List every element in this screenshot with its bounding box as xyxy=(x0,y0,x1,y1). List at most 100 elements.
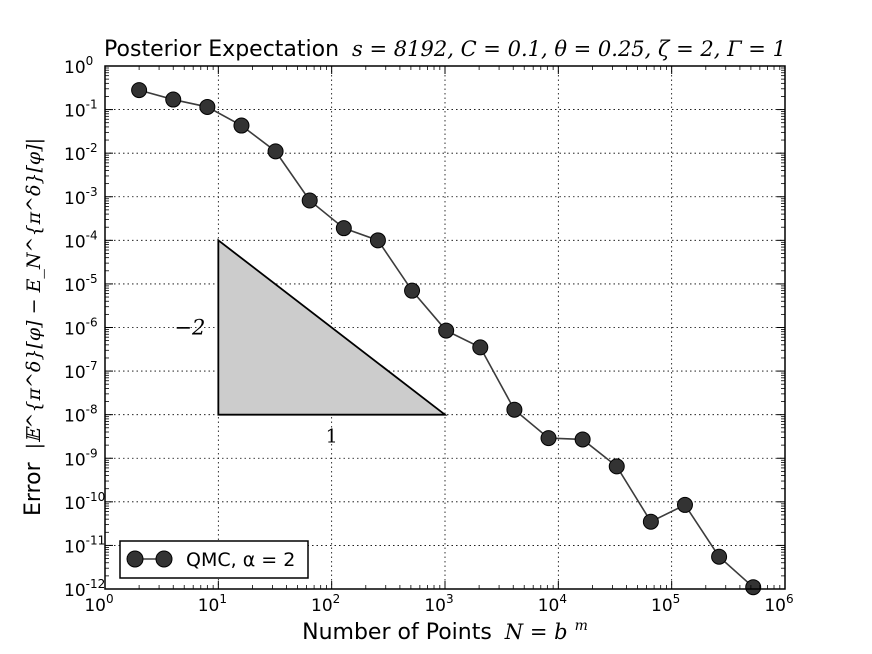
data-point xyxy=(335,220,352,237)
y-tick-label-base: 10 xyxy=(64,537,86,557)
x-tick-label-base: 10 xyxy=(311,596,333,616)
data-point xyxy=(199,98,216,115)
y-tick-label-exp: -9 xyxy=(86,446,98,460)
y-tick-label: 10-3 xyxy=(64,185,98,209)
x-axis-label: Number of Points N = b m xyxy=(302,618,588,645)
y-tick-label-exp: -3 xyxy=(86,185,98,199)
data-point xyxy=(540,430,557,447)
legend-marker-right xyxy=(155,550,173,568)
y-tick-label-exp: 0 xyxy=(86,54,94,68)
x-tick-label: 103 xyxy=(424,592,453,616)
y-tick-labels: 10010-110-210-310-410-510-610-710-810-91… xyxy=(64,54,105,601)
y-tick-label: 10-10 xyxy=(64,490,105,514)
y-tick-label-exp: -8 xyxy=(86,403,98,417)
y-tick-label: 10-12 xyxy=(64,577,105,601)
y-axis-label-text: Error xyxy=(21,461,46,516)
y-axis-label: Error |𝔼^{π^δ}[φ] − E_N^{π^δ}[φ]| xyxy=(21,138,46,516)
y-tick-label: 10-11 xyxy=(64,533,105,557)
data-point xyxy=(369,232,386,249)
y-tick-label-exp: -7 xyxy=(86,359,98,373)
y-tick-label-base: 10 xyxy=(64,232,86,252)
y-tick-label-exp: -11 xyxy=(86,533,106,547)
y-tick-label: 10-5 xyxy=(64,272,98,296)
x-tick-label: 101 xyxy=(198,592,227,616)
x-tick-label-base: 10 xyxy=(84,596,106,616)
y-tick-label: 10-6 xyxy=(64,316,98,340)
y-tick-label: 10-2 xyxy=(64,141,98,165)
data-point xyxy=(233,117,250,134)
x-tick-label-base: 10 xyxy=(538,596,560,616)
x-tick-label-base: 10 xyxy=(651,596,673,616)
data-point xyxy=(472,339,489,356)
data-point xyxy=(506,401,523,418)
chart-title: Posterior Expectation s = 8192, C = 0.1,… xyxy=(104,37,786,62)
y-tick-label-base: 10 xyxy=(64,363,86,383)
x-tick-label-base: 10 xyxy=(764,596,786,616)
x-tick-label-exp: 2 xyxy=(333,592,341,606)
slope-triangle xyxy=(217,238,448,416)
x-axis-label-math-sup: m xyxy=(575,618,588,634)
y-tick-label-base: 10 xyxy=(64,494,86,514)
y-tick-label-base: 10 xyxy=(64,320,86,340)
data-point xyxy=(131,82,148,99)
data-point xyxy=(301,192,318,209)
y-tick-label-exp: -2 xyxy=(86,141,98,155)
x-tick-label-base: 10 xyxy=(198,596,220,616)
y-tick-label-base: 10 xyxy=(64,276,86,296)
x-tick-label-exp: 4 xyxy=(559,592,567,606)
y-tick-label-exp: -10 xyxy=(86,490,106,504)
y-tick-label: 10-4 xyxy=(64,228,98,252)
x-tick-label: 105 xyxy=(651,592,680,616)
y-tick-label-exp: -4 xyxy=(86,228,98,242)
y-tick-label-exp: -6 xyxy=(86,316,98,330)
x-tick-labels: 100 101 102 103 104 105 106 xyxy=(84,592,793,616)
x-tick-label-base: 10 xyxy=(424,596,446,616)
data-point xyxy=(711,548,728,565)
y-tick-label: 10-9 xyxy=(64,446,98,470)
y-tick-label: 100 xyxy=(64,54,93,78)
legend-label: QMC, α = 2 xyxy=(186,549,295,571)
legend: QMC, α = 2 xyxy=(119,540,309,579)
data-point xyxy=(608,458,625,475)
data-point xyxy=(267,143,284,160)
x-axis-label-math: N = b xyxy=(504,620,568,644)
x-tick-label-exp: 5 xyxy=(673,592,681,606)
y-tick-label: 10-1 xyxy=(64,98,98,122)
data-point xyxy=(165,91,182,108)
data-point xyxy=(745,579,762,596)
y-tick-label-exp: -12 xyxy=(86,577,106,591)
y-tick-label: 10-8 xyxy=(64,403,98,427)
chart-title-math: s = 8192, C = 0.1, θ = 0.25, ζ = 2, Γ = … xyxy=(352,37,786,61)
x-axis-label-text: Number of Points xyxy=(302,620,492,645)
x-tick-label: 104 xyxy=(538,592,567,616)
x-tick-label-exp: 1 xyxy=(219,592,227,606)
y-tick-label: 10-7 xyxy=(64,359,98,383)
x-tick-label: 106 xyxy=(764,592,793,616)
y-tick-label-exp: -5 xyxy=(86,272,98,286)
x-tick-label: 102 xyxy=(311,592,340,616)
data-point xyxy=(438,322,455,339)
y-tick-label-base: 10 xyxy=(64,58,86,78)
data-point xyxy=(404,282,421,299)
y-tick-label-base: 10 xyxy=(64,102,86,122)
legend-marker-left xyxy=(126,550,144,568)
data-point xyxy=(574,431,591,448)
x-tick-label-exp: 3 xyxy=(446,592,454,606)
y-axis-label-math: |𝔼^{π^δ}[φ] − E_N^{π^δ}[φ]| xyxy=(23,138,45,449)
x-tick-label-exp: 6 xyxy=(786,592,794,606)
y-tick-label-base: 10 xyxy=(64,407,86,427)
slope-run-label: 1 xyxy=(326,426,338,448)
chart-title-text: Posterior Expectation xyxy=(104,37,339,62)
series-layer xyxy=(131,82,762,596)
data-point xyxy=(676,496,693,513)
y-tick-label-base: 10 xyxy=(64,145,86,165)
y-tick-label-exp: -1 xyxy=(86,98,98,112)
data-point xyxy=(642,513,659,530)
x-tick-label-exp: 0 xyxy=(106,592,114,606)
y-tick-label-base: 10 xyxy=(64,450,86,470)
y-tick-label-base: 10 xyxy=(64,581,86,601)
axis-ticks xyxy=(104,65,786,590)
x-tick-label: 100 xyxy=(84,592,113,616)
slope-rise-label: −2 xyxy=(174,316,205,340)
